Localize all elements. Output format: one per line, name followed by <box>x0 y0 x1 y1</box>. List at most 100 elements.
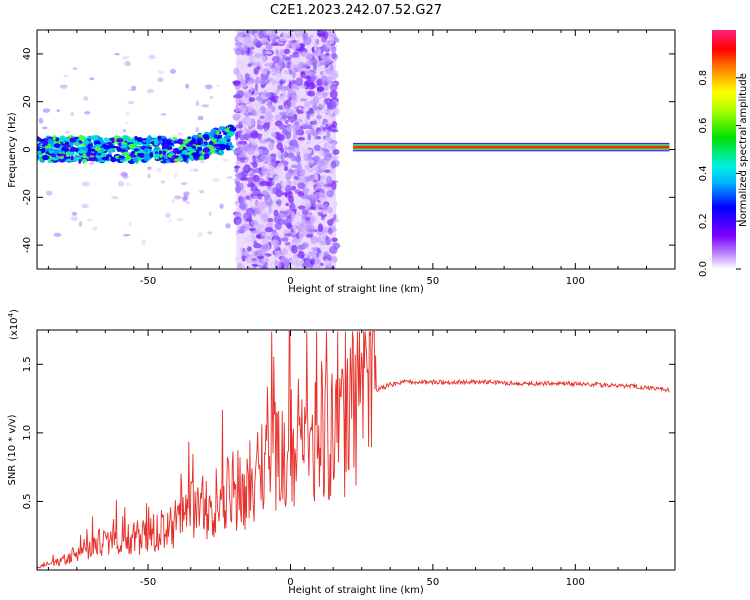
spectrogram-speckle <box>173 158 182 162</box>
spectrogram-speckle <box>102 144 111 150</box>
spectrogram-speckle <box>120 171 128 177</box>
noise-speckle <box>277 105 284 111</box>
noise-speckle <box>324 136 330 142</box>
spectrogram-speckle <box>189 168 197 172</box>
noise-speckle <box>292 70 296 79</box>
noise-speckle <box>238 225 242 230</box>
noise-speckle <box>307 195 313 202</box>
noise-speckle <box>275 132 280 136</box>
colorbar-gradient <box>712 30 736 269</box>
x-tick-label: 100 <box>566 276 585 287</box>
noise-speckle <box>253 150 259 158</box>
spectrogram-speckle <box>55 137 60 142</box>
spectrogram-speckle <box>69 149 74 152</box>
noise-speckle <box>297 260 303 267</box>
noise-speckle <box>306 199 312 208</box>
noise-speckle <box>301 123 305 127</box>
noise-speckle <box>243 164 251 174</box>
colorbar-label: Normalized spectral amplitude <box>738 73 749 227</box>
noise-speckle <box>319 61 329 66</box>
noise-speckle <box>283 48 291 55</box>
spectrogram-speckle <box>87 144 91 150</box>
noise-speckle <box>291 244 298 254</box>
noise-speckle <box>257 255 265 260</box>
noise-speckle <box>304 61 312 66</box>
noise-speckle <box>283 258 290 267</box>
spectrogram-speckle <box>109 137 113 141</box>
spectrogram-speckle <box>182 194 189 200</box>
noise-speckle <box>303 74 311 80</box>
spectrogram-speckle <box>160 113 167 116</box>
x-tick-label: 50 <box>427 577 440 588</box>
spectrogram-speckle <box>199 155 205 161</box>
noise-speckle <box>261 190 270 195</box>
noise-speckle <box>240 251 250 256</box>
noise-speckle <box>313 49 320 57</box>
noise-speckle <box>301 209 309 216</box>
noise-speckle <box>310 128 316 136</box>
noise-speckle <box>285 108 295 117</box>
noise-speckle <box>268 141 274 151</box>
noise-speckle <box>259 149 264 155</box>
noise-speckle <box>326 190 334 198</box>
spectrogram-speckle <box>161 138 166 142</box>
spectrogram-speckle <box>98 155 102 159</box>
noise-speckle <box>288 81 292 89</box>
noise-speckle <box>308 212 312 216</box>
noise-speckle <box>284 218 293 224</box>
noise-speckle <box>297 164 303 172</box>
noise-speckle <box>275 149 282 158</box>
snr-frame <box>36 329 676 571</box>
spectrogram-speckle <box>182 140 190 144</box>
spectrogram-speckle <box>78 221 83 227</box>
spectrogram-speckle <box>81 181 90 187</box>
spectrogram-speckle <box>124 151 130 157</box>
spectrogram-speckle <box>114 53 120 56</box>
noise-speckle <box>256 66 260 70</box>
noise-speckle <box>290 54 300 58</box>
noise-speckle <box>235 131 239 141</box>
spectrogram-speckle <box>203 153 210 159</box>
noise-speckle <box>311 123 318 130</box>
noise-speckle <box>265 121 271 127</box>
spectrogram-speckle <box>176 138 184 145</box>
spectrogram-speckle <box>225 144 231 151</box>
noise-speckle <box>313 166 320 172</box>
spectrogram-speckle <box>151 138 158 141</box>
snr-y-label: SNR (10 * v/v) <box>7 414 18 485</box>
spectrogram-speckle <box>171 198 175 204</box>
noise-speckle <box>329 168 334 175</box>
colorbar-tick-label: 0.0 <box>698 261 709 277</box>
noise-speckle <box>239 134 247 141</box>
spectrogram-speckle <box>191 138 196 143</box>
spectrogram-speckle <box>42 108 51 113</box>
spectrogram-speckle <box>163 144 171 150</box>
spectrogram-speckle <box>201 104 210 108</box>
noise-speckle <box>282 32 291 37</box>
spectrogram-speckle <box>199 190 205 194</box>
noise-speckle <box>265 92 272 98</box>
noise-speckle <box>313 119 317 126</box>
noise-speckle <box>302 68 308 72</box>
noise-speckle <box>297 137 306 141</box>
spectrogram-speckle <box>125 121 129 125</box>
noise-speckle <box>278 112 287 116</box>
noise-speckle <box>261 265 268 269</box>
spectrogram-speckle <box>158 136 162 141</box>
noise-speckle <box>268 33 275 41</box>
noise-speckle <box>273 95 279 99</box>
noise-speckle <box>323 251 329 256</box>
noise-speckle <box>331 129 339 133</box>
noise-speckle <box>246 131 250 135</box>
y-tick-label: 1.5 <box>22 356 33 372</box>
noise-speckle <box>282 129 288 135</box>
spectrogram-speckle <box>71 211 78 216</box>
spectrogram-speckle <box>218 137 227 141</box>
spectrogram-speckle <box>176 217 184 222</box>
noise-speckle <box>236 90 244 98</box>
noise-speckle <box>238 129 243 134</box>
noise-speckle <box>329 89 338 99</box>
spectrogram-speckle <box>210 148 216 154</box>
spectrogram-speckle <box>91 226 98 231</box>
noise-speckle <box>284 241 291 246</box>
